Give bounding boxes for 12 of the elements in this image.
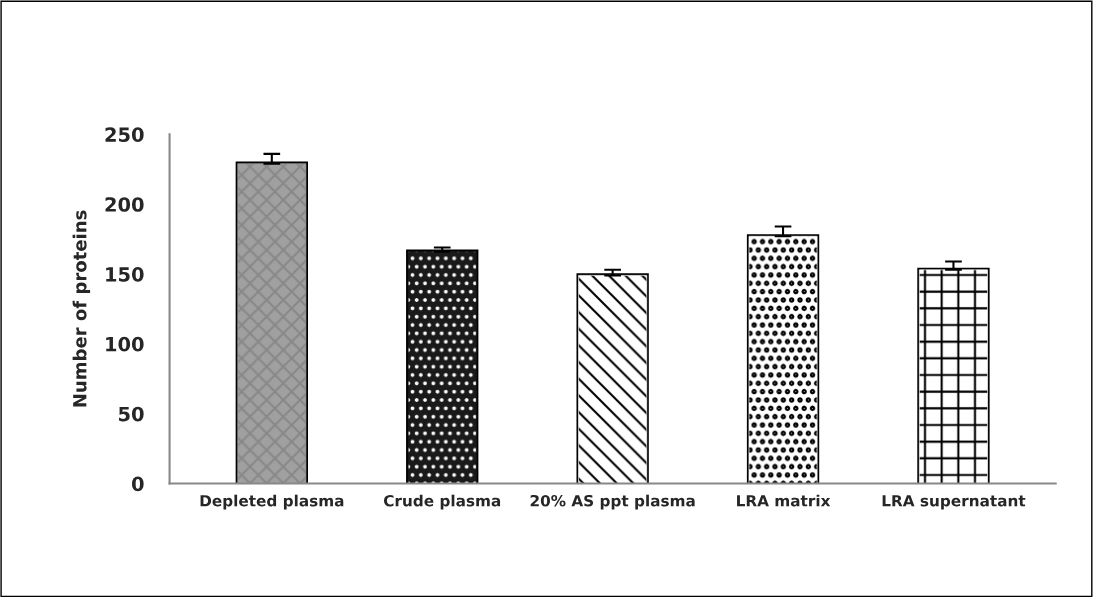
y-tick-label: 100 xyxy=(106,336,144,352)
x-tick-label: LRA matrix xyxy=(737,494,831,507)
y-tick-label: 150 xyxy=(106,266,144,282)
y-tick-label: 50 xyxy=(119,406,144,422)
y-axis-title: Number of proteins xyxy=(72,210,91,407)
x-tick-label: Depleted plasma xyxy=(200,494,344,510)
y-tick-label: 200 xyxy=(105,197,144,212)
x-tick-label: Crude plasma xyxy=(383,494,501,510)
y-tick-label: 250 xyxy=(105,127,144,142)
y-tick-label: 0 xyxy=(131,476,144,492)
x-tick-label: 20% AS ppt plasma xyxy=(530,494,695,510)
x-tick-label: LRA supernatant xyxy=(882,495,1026,510)
